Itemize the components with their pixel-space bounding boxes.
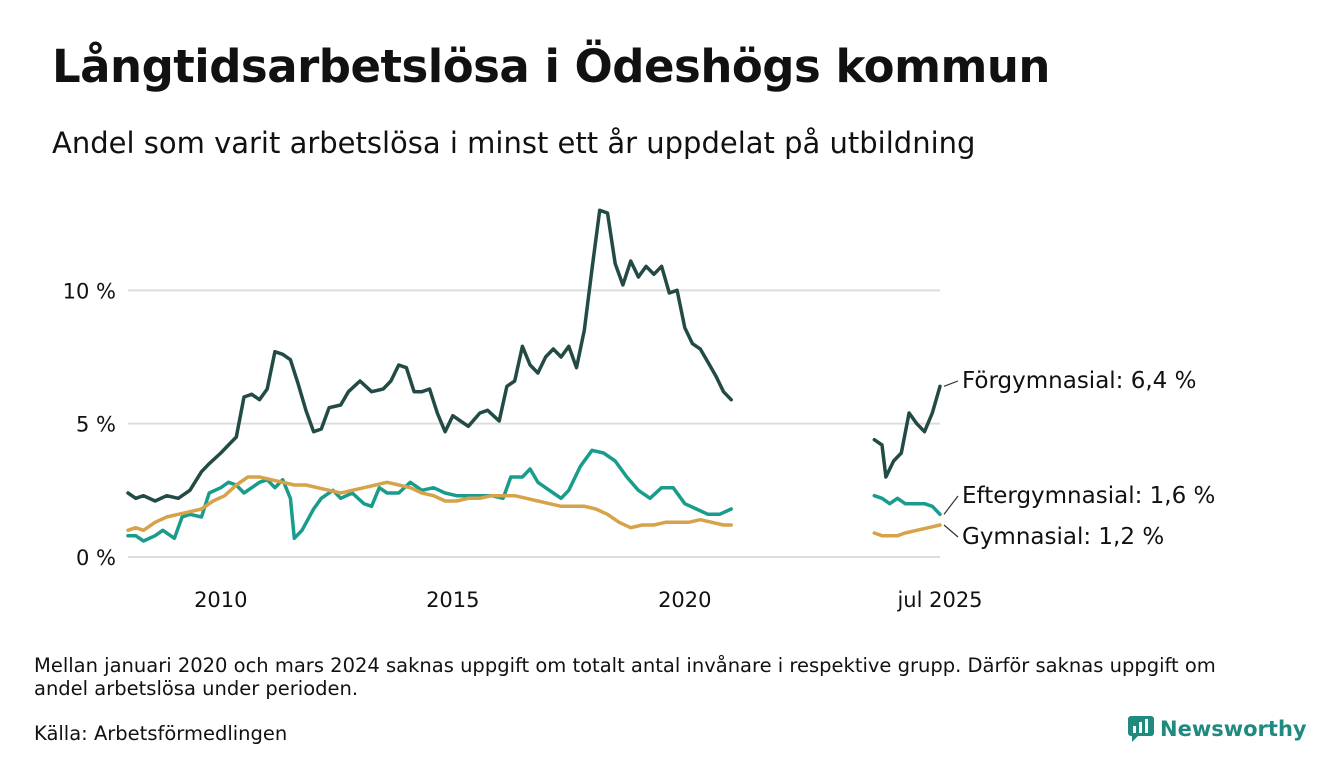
series-label-eftergym: Eftergymnasial: 1,6 %: [962, 483, 1215, 509]
label-leader-line: [943, 495, 959, 515]
footnote: Mellan januari 2020 och mars 2024 saknas…: [34, 654, 1216, 700]
x-tick-label: 2010: [194, 588, 247, 612]
series-lines: [126, 208, 942, 543]
x-tick-label: jul 2025: [896, 588, 982, 612]
grid-lines: [128, 289, 940, 558]
y-axis-ticks: 0 % 5 % 10 %: [63, 279, 116, 570]
y-tick-label: 10 %: [63, 279, 116, 303]
bar-chart-logo-icon: [1128, 716, 1154, 742]
brand-name: Newsworthy: [1160, 717, 1307, 741]
label-leader-line: [943, 524, 959, 538]
series-line-gym: [126, 475, 942, 538]
series-label-forgym: Förgymnasial: 6,4 %: [962, 368, 1196, 394]
label-leader-line: [943, 380, 959, 387]
x-axis-ticks: 2010 2015 2020 jul 2025: [194, 588, 982, 612]
y-tick-label: 0 %: [76, 546, 116, 570]
chart-title: Långtidsarbetslösa i Ödeshögs kommun: [52, 40, 1050, 93]
y-tick-label: 5 %: [76, 413, 116, 437]
line-chart: 0 % 5 % 10 % 2010 2015 2020 jul 2025 Förgymna…: [63, 208, 1215, 612]
chart-subtitle: Andel som varit arbetslösa i minst ett å…: [52, 126, 976, 160]
brand-logo: Newsworthy: [1128, 716, 1307, 742]
source-note: Källa: Arbetsförmedlingen: [34, 722, 288, 745]
series-line-forgym: [126, 208, 942, 503]
x-tick-label: 2015: [426, 588, 479, 612]
series-label-gym: Gymnasial: 1,2 %: [962, 524, 1164, 550]
series-labels: Förgymnasial: 6,4 % Eftergymnasial: 1,6 %…: [943, 368, 1215, 550]
series-line-eftergym: [126, 448, 942, 543]
x-tick-label: 2020: [658, 588, 711, 612]
